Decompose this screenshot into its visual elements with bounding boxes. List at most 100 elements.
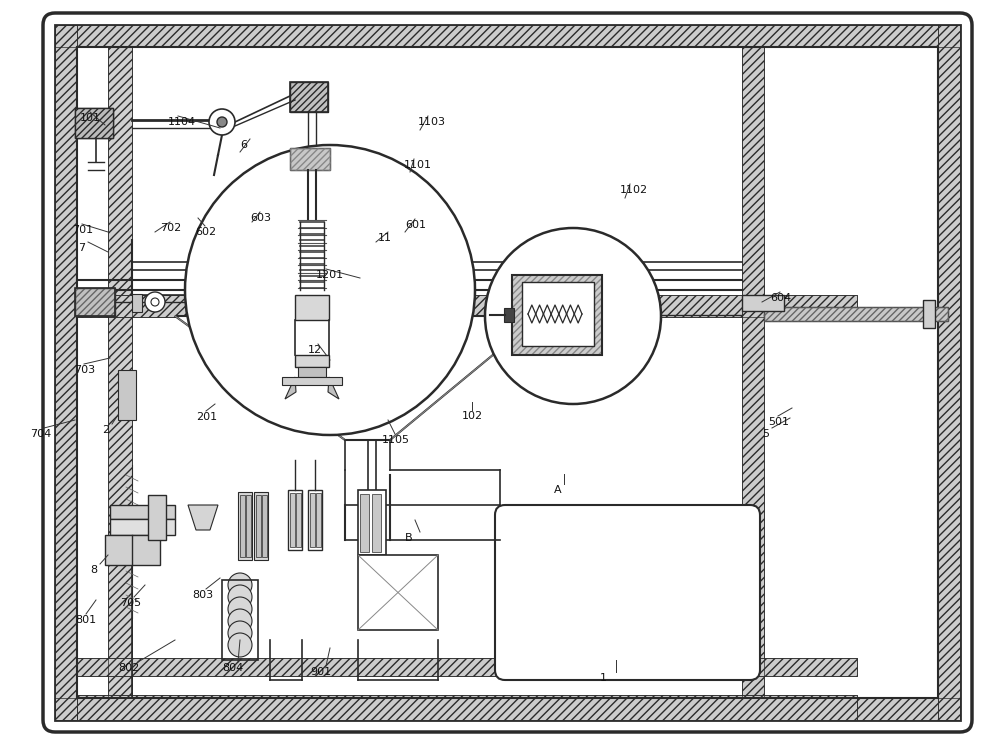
Bar bbox=[256, 495, 261, 557]
Bar bbox=[132, 294, 142, 312]
Text: 801: 801 bbox=[75, 615, 96, 625]
Text: 2: 2 bbox=[102, 425, 109, 435]
Bar bbox=[75, 288, 115, 316]
Bar bbox=[372, 494, 381, 552]
Bar bbox=[512, 275, 602, 355]
Text: 1101: 1101 bbox=[404, 160, 432, 170]
Bar bbox=[512, 275, 602, 355]
Bar bbox=[222, 580, 258, 660]
Text: 102: 102 bbox=[462, 411, 483, 421]
Text: 604: 604 bbox=[770, 293, 791, 303]
Bar bbox=[77, 695, 857, 720]
Bar bbox=[308, 490, 322, 550]
Text: 1105: 1105 bbox=[382, 435, 410, 445]
Circle shape bbox=[485, 228, 661, 404]
Bar bbox=[316, 493, 321, 547]
Polygon shape bbox=[188, 505, 218, 530]
Bar bbox=[77, 695, 857, 720]
Text: 201: 201 bbox=[196, 412, 217, 422]
Text: 1104: 1104 bbox=[168, 117, 196, 127]
Bar bbox=[75, 288, 115, 316]
Text: 705: 705 bbox=[120, 598, 141, 608]
Bar bbox=[55, 698, 960, 720]
Text: 702: 702 bbox=[160, 223, 181, 233]
Bar bbox=[290, 82, 328, 112]
Bar bbox=[262, 495, 267, 557]
Bar bbox=[298, 367, 326, 377]
Circle shape bbox=[209, 109, 235, 135]
Circle shape bbox=[228, 621, 252, 645]
Text: 802: 802 bbox=[118, 663, 139, 673]
Text: B: B bbox=[405, 533, 413, 543]
Text: 1103: 1103 bbox=[418, 117, 446, 127]
Bar bbox=[75, 288, 115, 316]
Bar bbox=[55, 25, 77, 720]
Text: 603: 603 bbox=[250, 213, 271, 223]
Bar bbox=[77, 658, 857, 676]
Bar bbox=[110, 519, 175, 535]
Bar bbox=[742, 47, 764, 698]
Bar bbox=[923, 300, 935, 328]
Text: 704: 704 bbox=[30, 429, 51, 439]
Bar bbox=[360, 494, 369, 552]
Bar bbox=[148, 495, 166, 540]
Bar bbox=[288, 490, 302, 550]
Bar bbox=[310, 493, 315, 547]
Circle shape bbox=[228, 585, 252, 609]
Text: 11: 11 bbox=[378, 233, 392, 243]
Text: 601: 601 bbox=[405, 220, 426, 230]
Text: 1: 1 bbox=[600, 673, 607, 683]
Bar bbox=[358, 490, 386, 555]
Bar bbox=[240, 495, 245, 557]
Bar bbox=[295, 355, 329, 367]
Bar bbox=[77, 295, 857, 317]
Text: 101: 101 bbox=[80, 113, 101, 123]
Bar bbox=[108, 47, 132, 697]
Bar bbox=[77, 295, 857, 317]
Bar bbox=[764, 307, 948, 321]
Text: 803: 803 bbox=[192, 590, 213, 600]
Bar bbox=[938, 25, 960, 720]
Bar bbox=[504, 308, 514, 322]
Text: 8: 8 bbox=[90, 565, 97, 575]
Circle shape bbox=[228, 633, 252, 657]
Text: 901: 901 bbox=[310, 667, 331, 677]
Bar bbox=[295, 295, 329, 320]
Bar bbox=[522, 282, 594, 346]
Circle shape bbox=[151, 298, 159, 306]
Bar bbox=[254, 492, 268, 560]
Bar bbox=[358, 555, 438, 630]
Bar bbox=[290, 82, 328, 112]
Bar bbox=[108, 47, 132, 697]
Circle shape bbox=[228, 573, 252, 597]
Bar bbox=[55, 25, 960, 47]
Bar bbox=[238, 492, 252, 560]
Bar bbox=[764, 307, 948, 321]
Text: 7: 7 bbox=[78, 243, 85, 253]
Bar bbox=[938, 25, 960, 720]
Bar bbox=[55, 25, 77, 720]
Polygon shape bbox=[285, 377, 296, 399]
Circle shape bbox=[217, 117, 227, 127]
Text: 703: 703 bbox=[74, 365, 95, 375]
Bar bbox=[290, 82, 328, 112]
FancyBboxPatch shape bbox=[495, 505, 760, 680]
Circle shape bbox=[145, 292, 165, 312]
Bar bbox=[282, 377, 342, 385]
Bar bbox=[118, 370, 136, 420]
Polygon shape bbox=[175, 316, 540, 440]
Bar bbox=[110, 505, 175, 519]
Polygon shape bbox=[328, 377, 339, 399]
Bar bbox=[75, 108, 113, 138]
Text: 1102: 1102 bbox=[620, 185, 648, 195]
Circle shape bbox=[185, 145, 475, 435]
Bar bbox=[75, 108, 113, 138]
Text: 1201: 1201 bbox=[316, 270, 344, 280]
Bar bbox=[105, 535, 160, 565]
Circle shape bbox=[228, 597, 252, 621]
Text: 701: 701 bbox=[72, 225, 93, 235]
Bar bbox=[55, 25, 960, 47]
Circle shape bbox=[228, 609, 252, 633]
Text: 5: 5 bbox=[762, 429, 769, 439]
Bar bbox=[77, 658, 857, 676]
